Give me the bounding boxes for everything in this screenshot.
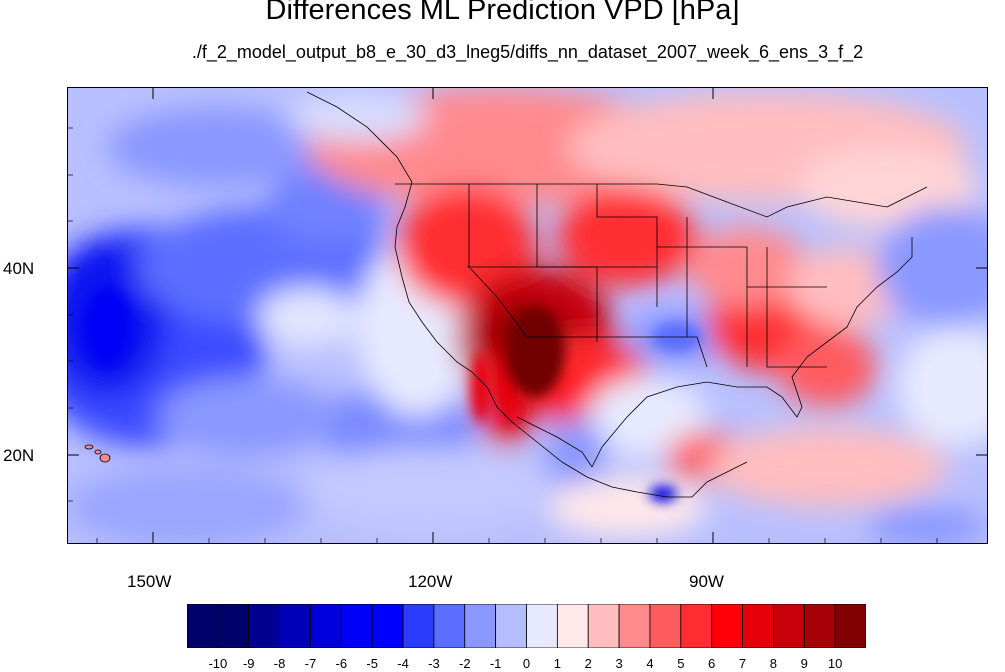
- colorbar-label: -1: [489, 656, 502, 671]
- colorbar-label: 5: [677, 656, 685, 671]
- colorbar-swatch: [433, 604, 466, 648]
- colorbar-label: 3: [615, 656, 623, 671]
- colorbar-swatch: [217, 604, 250, 648]
- colorbar-swatch: [310, 604, 342, 648]
- lon-tick-label-120w: 120W: [408, 572, 453, 591]
- lon-tick-label-150w: 150W: [127, 572, 172, 591]
- colorbar-swatch: [618, 604, 651, 648]
- colorbar-label: -2: [458, 656, 471, 671]
- colorbar-label: 10: [827, 656, 843, 671]
- colorbar-swatch: [742, 604, 774, 648]
- vpd-difference-map: [67, 87, 988, 544]
- colorbar-label: 1: [553, 656, 561, 671]
- colorbar-swatch: [248, 604, 280, 648]
- colorbar-label: 6: [708, 656, 716, 671]
- colorbar-swatch: [587, 604, 620, 648]
- coastline-borders: [306, 91, 928, 498]
- hawaii-islands: [84, 444, 111, 463]
- colorbar-label: 9: [800, 656, 808, 671]
- colorbar-label: 2: [584, 656, 592, 671]
- lon-tick-label-90w: 90W: [689, 572, 724, 591]
- colorbar-swatch: [495, 604, 527, 648]
- colorbar-label: -6: [335, 656, 348, 671]
- map-subtitle: ./f_2_model_output_b8_e_30_d3_lneg5/diff…: [191, 42, 864, 62]
- colorbar-label: -5: [366, 656, 378, 671]
- colorbar-swatch: [187, 604, 219, 648]
- colorbar: [187, 604, 866, 648]
- colorbar-swatch: [279, 604, 311, 648]
- colorbar-label: -8: [273, 656, 286, 671]
- colorbar-swatch: [711, 604, 743, 648]
- colorbar-swatch: [556, 604, 589, 648]
- colorbar-swatch: [526, 604, 558, 648]
- colorbar-label: -3: [428, 656, 440, 671]
- colorbar-label: 7: [738, 656, 747, 671]
- map-title: Differences ML Prediction VPD [hPa]: [265, 0, 740, 26]
- colorbar-swatch: [834, 604, 866, 648]
- lat-tick-label-40n: 40N: [3, 259, 35, 278]
- lat-tick-label-20n: 20N: [3, 446, 35, 465]
- colorbar-swatch: [402, 604, 435, 648]
- colorbar-label: -4: [397, 656, 409, 671]
- map-ticks: [67, 87, 988, 544]
- colorbar-label: 4: [646, 656, 654, 671]
- colorbar-label: 8: [769, 656, 778, 671]
- colorbar-label: -9: [242, 656, 255, 671]
- colorbar-swatch: [649, 604, 682, 648]
- colorbar-swatch: [680, 604, 713, 648]
- colorbar-swatch: [371, 604, 404, 648]
- colorbar-swatch: [803, 604, 836, 648]
- colorbar-label: -7: [304, 656, 317, 671]
- colorbar-label: 0: [522, 656, 531, 671]
- minor-ticks: [67, 127, 938, 544]
- colorbar-swatch: [340, 604, 373, 648]
- colorbar-swatch: [773, 604, 805, 648]
- colorbar-swatch: [464, 604, 497, 648]
- colorbar-label: -10: [208, 656, 228, 671]
